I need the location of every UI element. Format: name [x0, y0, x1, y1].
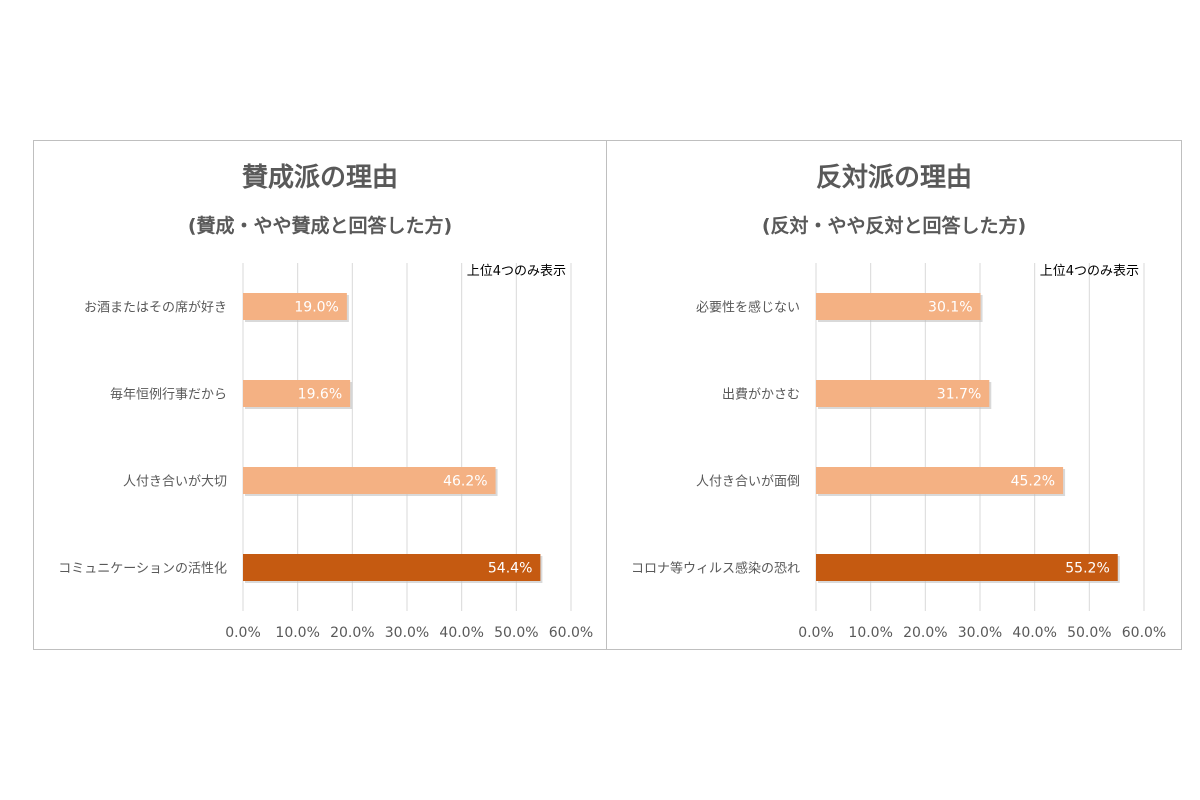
- category-label: 出費がかさむ: [722, 388, 800, 403]
- bar: [243, 380, 351, 407]
- x-tick-label: 0.0%: [798, 625, 834, 641]
- data-label: 19.0%: [294, 300, 338, 316]
- data-label: 31.7%: [937, 387, 981, 403]
- bar: [243, 293, 347, 320]
- x-tick-label: 10.0%: [848, 625, 892, 641]
- chart-panel-con: 反対派の理由 (反対・やや反対と回答した方) 0.0% 10.0% 20.0% 30.…: [606, 140, 1182, 650]
- bar: [243, 467, 496, 494]
- bar: [816, 554, 1118, 581]
- x-tick-label: 40.0%: [1012, 625, 1056, 641]
- x-tick-label: 30.0%: [958, 625, 1002, 641]
- data-label: 54.4%: [488, 561, 532, 577]
- x-tick-label: 60.0%: [549, 625, 593, 641]
- category-label: コロナ等ウィルス感染の恐れ: [631, 561, 800, 577]
- chart-title: 賛成派の理由: [241, 163, 398, 193]
- x-tick-label: 20.0%: [903, 625, 947, 641]
- data-label: 55.2%: [1065, 561, 1109, 577]
- category-label: コミュニケーションの活性化: [58, 562, 227, 577]
- x-tick-label: 10.0%: [275, 625, 319, 641]
- x-tick-label: 50.0%: [494, 625, 538, 641]
- bar-chart-con: 0.0% 10.0% 20.0% 30.0% 40.0% 50.0% 60.0% 上位4つのみ…: [631, 263, 1166, 641]
- chart-note: 上位4つのみ表示: [467, 264, 566, 279]
- x-tick-label: 30.0%: [385, 625, 429, 641]
- x-tick-label: 50.0%: [1067, 625, 1111, 641]
- bar: [816, 293, 981, 320]
- chart-note: 上位4つのみ表示: [1040, 264, 1139, 279]
- x-tick-label: 60.0%: [1122, 625, 1166, 641]
- x-tick-label: 20.0%: [330, 625, 374, 641]
- data-label: 19.6%: [298, 387, 342, 403]
- x-tick-label: 0.0%: [225, 625, 261, 641]
- bar: [816, 467, 1064, 494]
- bar: [816, 380, 990, 407]
- category-label: 必要性を感じない: [696, 300, 800, 316]
- chart-subtitle: (反対・やや反対と回答した方): [761, 215, 1027, 237]
- category-label: 人付き合いが面倒: [696, 475, 800, 490]
- category-label: 人付き合いが大切: [123, 475, 227, 490]
- chart-title: 反対派の理由: [815, 163, 972, 193]
- category-label: 毎年恒例行事だから: [110, 387, 227, 403]
- data-label: 30.1%: [928, 300, 972, 316]
- data-label: 45.2%: [1011, 474, 1055, 490]
- data-label: 46.2%: [443, 474, 487, 490]
- chart-subtitle: (賛成・やや賛成と回答した方): [187, 215, 453, 237]
- bar: [243, 554, 541, 581]
- x-tick-label: 40.0%: [439, 625, 483, 641]
- bar-chart-pro: 0.0% 10.0% 20.0% 30.0% 40.0% 50.0% 60.0% 上位4つのみ…: [58, 263, 593, 641]
- category-label: お酒またはその席が好き: [84, 300, 227, 316]
- chart-panel-pro: 賛成派の理由 (賛成・やや賛成と回答した方) 0.0% 10.0% 20.0% 30.…: [33, 140, 607, 650]
